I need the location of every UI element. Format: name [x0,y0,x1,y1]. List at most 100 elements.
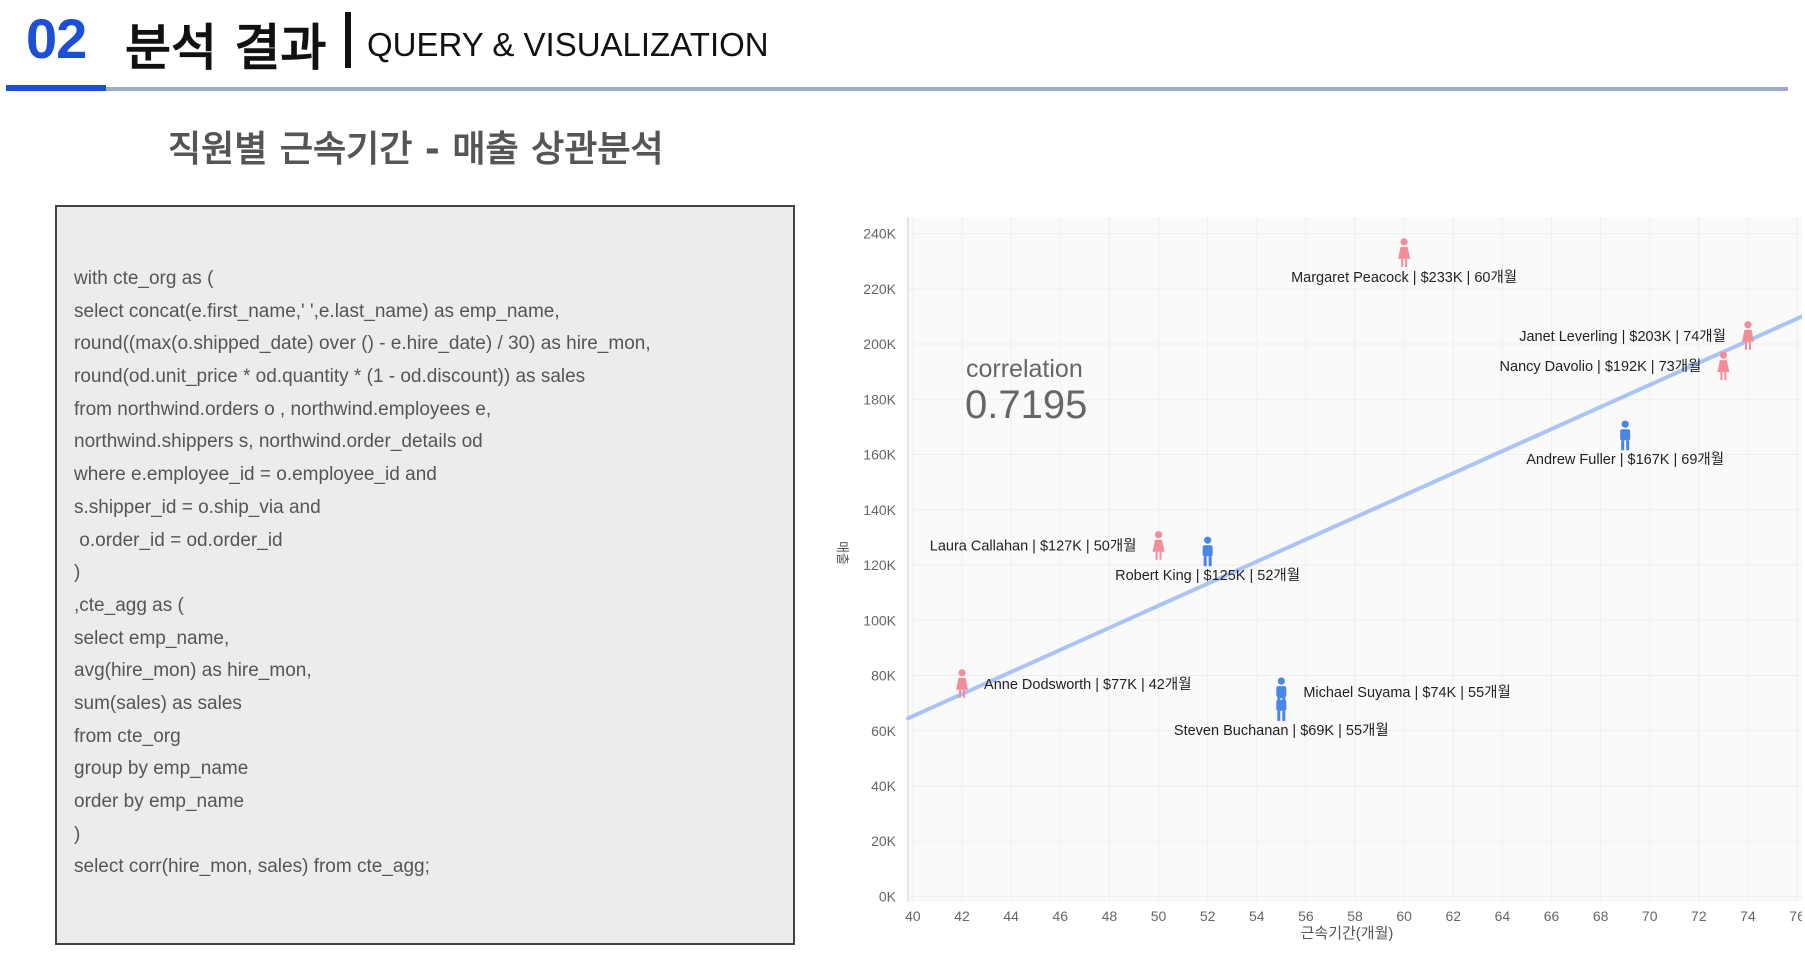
marker-leg [959,689,962,698]
point-label: Steven Buchanan | $69K | 55개월 [1174,722,1389,739]
point-label: Robert King | $125K | 52개월 [1115,567,1300,584]
x-tick-label: 72 [1691,908,1707,924]
y-tick-label: 180K [863,391,896,407]
point-label: Margaret Peacock | $233K | 60개월 [1291,269,1517,286]
marker-leg [1405,258,1408,267]
marker-head [1621,420,1629,428]
code-line: from cte_org [74,725,181,747]
correlation-label: correlation [966,355,1083,383]
x-tick-label: 60 [1396,908,1412,924]
x-tick-label: 58 [1347,908,1363,924]
female-person-marker [1398,238,1411,267]
female-person-marker [1152,531,1165,560]
x-tick-label: 44 [1003,908,1019,924]
correlation-value: 0.7195 [965,383,1087,427]
marker-torso [1620,429,1631,441]
code-line: select concat(e.first_name,' ',e.last_na… [74,300,560,322]
marker-head [1719,351,1728,359]
header-subtitle: QUERY & VISUALIZATION [367,26,769,63]
marker-leg [1203,556,1207,567]
male-person-marker [1202,536,1213,567]
marker-head [1400,238,1408,246]
point-label: Anne Dodsworth | $77K | 42개월 [984,676,1192,693]
x-tick-label: 64 [1495,908,1511,924]
marker-leg [1621,440,1625,451]
x-tick-label: 48 [1102,908,1118,924]
x-tick-label: 68 [1593,908,1609,924]
y-tick-label: 100K [863,612,896,628]
x-tick-label: 52 [1200,908,1216,924]
code-line: o.order_id = od.order_id [74,529,283,551]
marker-leg [1626,440,1630,451]
female-person-marker [1741,321,1754,350]
x-axis-label: 근속기간(개월) [1301,925,1394,942]
y-tick-label: 240K [863,226,896,242]
marker-head [1154,531,1163,539]
code-line: avg(hire_mon) as hire_mon, [74,660,312,682]
marker-dress [1398,246,1411,259]
point-label: Laura Callahan | $127K | 50개월 [930,538,1137,555]
code-line: order by emp_name [74,791,245,812]
marker-head [1277,691,1285,699]
marker-leg [1724,372,1727,381]
x-tick-label: 76 [1789,908,1802,924]
code-line: northwind.shippers s, northwind.order_de… [74,431,483,453]
code-line: with cte_org as ( [74,268,214,289]
marker-leg [1720,372,1723,381]
marker-dress [1717,360,1730,373]
code-line: select corr(hire_mon, sales) from cte_ag… [74,856,430,878]
y-tick-label: 160K [863,447,896,463]
point-label: Nancy Davolio | $192K | 73개월 [1500,358,1702,375]
y-tick-label: 40K [871,778,897,794]
marker-leg [1155,551,1158,560]
y-tick-label: 140K [863,502,896,518]
code-line: round((max(o.shipped_date) over () - e.h… [74,333,651,355]
male-person-marker [1276,691,1287,721]
point-label: Michael Suyama | $74K | 55개월 [1303,684,1511,701]
x-tick-label: 62 [1445,908,1461,924]
female-person-marker [956,669,969,698]
marker-leg [1401,258,1404,267]
x-tick-label: 70 [1642,908,1658,924]
marker-leg [1744,341,1747,350]
header-rule [106,87,1788,91]
code-line: s.shipper_id = o.ship_via and [74,496,321,518]
marker-head [1277,677,1285,685]
x-tick-label: 54 [1249,908,1265,924]
marker-leg [1277,710,1281,721]
marker-leg [1282,710,1286,721]
scatter-chart: 0K 20K 40K 60K 80K 100K 120K 140K 160K 180K 200K 22… [820,205,1805,955]
y-tick-label: 0K [879,888,897,904]
x-tick-label: 42 [954,908,970,924]
x-tick-label: 50 [1151,908,1167,924]
y-tick-label: 120K [863,557,896,573]
header-separator [345,12,351,68]
header-title: 분석 결과 [125,19,327,77]
y-tick-label: 60K [871,723,897,739]
marker-torso [1202,545,1213,557]
code-line: group by emp_name [74,758,249,780]
x-tick-label: 46 [1052,908,1068,924]
marker-leg [1159,551,1162,560]
marker-head [1744,321,1752,329]
y-tick-label: 20K [871,833,897,849]
sql-code-panel: with cte_org as ( select concat(e.first_n… [55,205,795,945]
code-line: ) [74,823,81,845]
y-tick-label: 200K [863,336,896,352]
y-axis-label: 매출 [835,541,850,565]
male-person-marker [1620,420,1631,451]
marker-torso [1276,699,1287,711]
x-tick-label: 74 [1740,908,1756,924]
marker-dress [1152,539,1165,552]
section-title: 직원별 근속기간 - 매출 상관분석 [168,129,664,170]
x-tick-label: 40 [905,908,921,924]
header-accent-line [6,85,106,91]
code-line: ) [74,562,81,584]
point-label: Andrew Fuller | $167K | 69개월 [1526,451,1724,468]
x-tick-label: 66 [1544,908,1560,924]
marker-dress [1741,329,1754,342]
code-line: ,cte_agg as ( [74,594,184,616]
female-person-marker [1717,351,1730,381]
marker-leg [1748,341,1751,350]
marker-dress [956,677,969,690]
